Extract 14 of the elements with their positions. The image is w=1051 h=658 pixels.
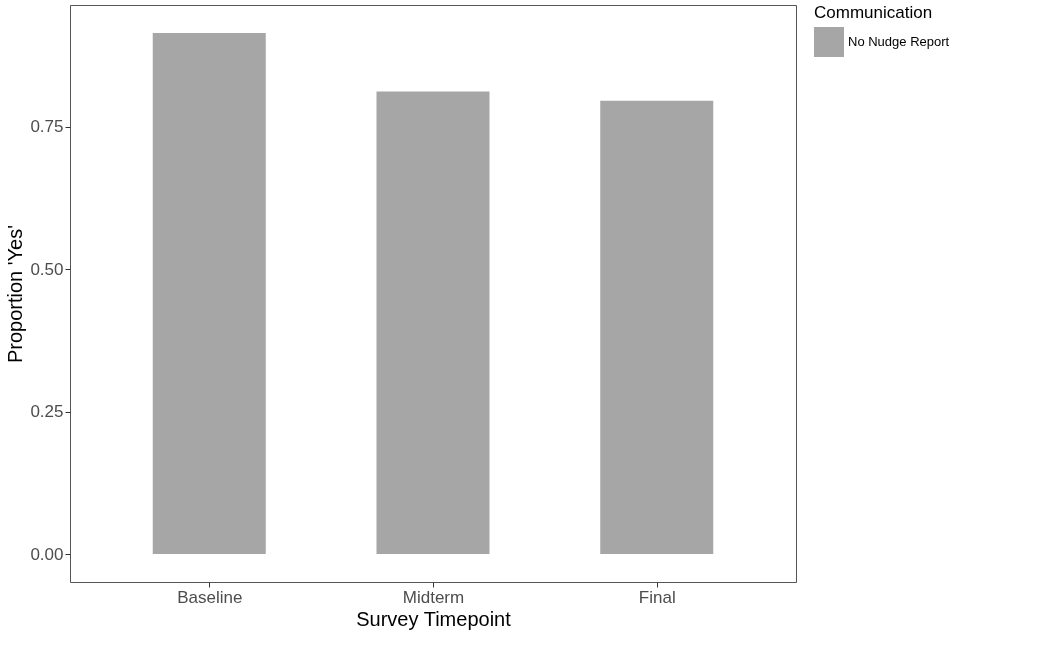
y-tick-label: 0.50 <box>30 259 64 279</box>
bar <box>152 32 266 555</box>
y-tick-label: 0.00 <box>30 544 64 564</box>
y-tick-label: 0.75 <box>30 117 64 137</box>
legend-title: Communication <box>814 3 933 22</box>
y-tick-label: 0.25 <box>30 402 64 422</box>
x-tick-label: Midterm <box>402 587 465 607</box>
x-axis-title: Survey Timepoint <box>356 607 512 630</box>
y-axis-title: Proportion 'Yes' <box>4 224 27 364</box>
x-tick-label: Final <box>638 587 676 607</box>
bar <box>600 100 714 555</box>
bar <box>376 91 490 555</box>
x-tick-label: Baseline <box>177 587 243 607</box>
legend-label: No Nudge Report <box>848 34 950 49</box>
